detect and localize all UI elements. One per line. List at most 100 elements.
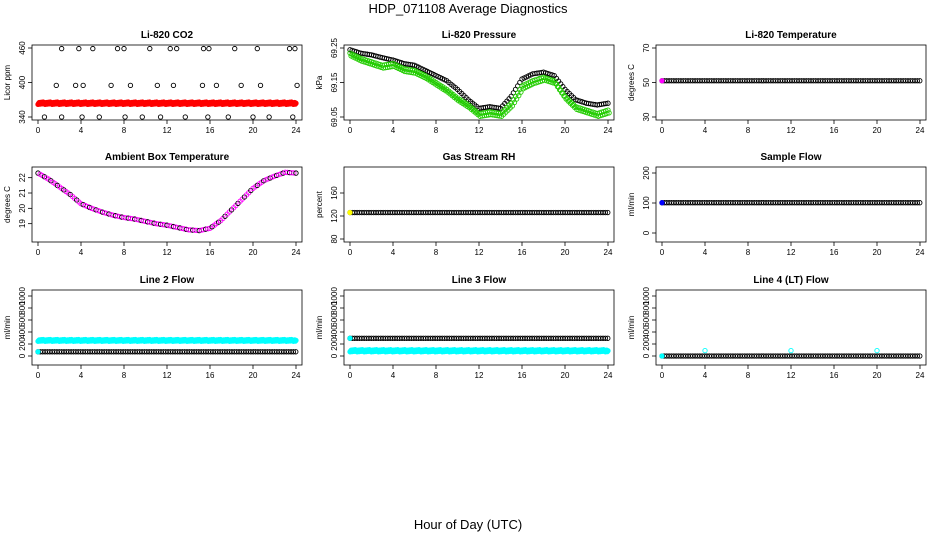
y-tick-label: 200 <box>18 337 27 351</box>
x-tick-label: 12 <box>163 248 172 257</box>
data-point-min <box>250 114 256 120</box>
data-point-mid <box>170 82 177 89</box>
data-point-max <box>90 45 96 52</box>
y-tick-label: 400 <box>642 325 651 339</box>
x-tick-label: 16 <box>830 371 839 380</box>
data-point-min <box>96 114 102 120</box>
data-point-line4 <box>914 353 921 359</box>
x-tick-label: 8 <box>434 126 439 135</box>
y-tick-label: 1000 <box>330 287 339 305</box>
data-point-pressure <box>605 100 611 106</box>
x-tick-label: 4 <box>79 248 84 257</box>
panel-title: Line 4 (LT) Flow <box>753 275 829 286</box>
data-point-min <box>41 114 48 120</box>
y-tick-label: 120 <box>330 209 339 223</box>
x-tick-label: 0 <box>348 248 353 257</box>
panel-0: Li-820 CO2 0 4 8 12 16 20 24 340 400 460 Licor ppm <box>3 30 303 135</box>
data-point-temperature-start <box>659 78 665 84</box>
y-tick-label: 600 <box>330 313 339 327</box>
y-axis-label: degrees C <box>627 64 636 101</box>
data-point-max <box>174 45 180 52</box>
series-points <box>35 169 299 234</box>
series-points <box>659 200 923 206</box>
x-tick-label: 20 <box>873 371 882 380</box>
data-point-min <box>139 114 145 120</box>
x-tick-label: 24 <box>604 248 613 257</box>
y-tick-label: 0 <box>642 230 651 235</box>
data-point-rh <box>605 209 611 216</box>
data-point-ambient <box>291 170 297 176</box>
x-tick-label: 16 <box>206 248 215 257</box>
data-point-max <box>167 45 173 52</box>
data-point-line2-low <box>290 349 297 355</box>
data-point-sample <box>914 200 921 206</box>
data-point-sample <box>917 200 923 206</box>
x-tick-label: 4 <box>79 371 84 380</box>
data-point-pressure-spread <box>605 107 611 113</box>
data-point-min <box>157 114 164 120</box>
data-point-line3-high <box>605 335 611 341</box>
data-point-mid <box>80 82 86 89</box>
x-tick-label: 20 <box>249 371 258 380</box>
data-point-temperature <box>914 78 921 84</box>
y-axis-label: ml/min <box>3 316 12 340</box>
data-point-max <box>286 45 293 52</box>
data-point-pressure-spread <box>495 110 501 116</box>
data-point-pressure <box>603 100 609 107</box>
x-tick-label: 12 <box>787 126 796 135</box>
data-point-min <box>79 114 85 120</box>
x-tick-label: 0 <box>660 371 665 380</box>
x-tick-label: 12 <box>475 126 484 135</box>
series-points <box>35 336 299 355</box>
data-point-max <box>292 45 298 52</box>
data-point-mid <box>127 82 134 89</box>
y-tick-label: 200 <box>330 337 339 351</box>
data-point-max <box>254 45 260 52</box>
data-point-max <box>76 45 82 52</box>
x-tick-label: 0 <box>660 248 665 257</box>
y-axis-label: percent <box>315 190 324 217</box>
data-point-max <box>121 45 127 52</box>
data-point-ambient <box>205 226 211 232</box>
data-point-min <box>205 114 211 120</box>
x-tick-label: 4 <box>391 371 396 380</box>
series-points <box>659 347 923 359</box>
y-tick-label: 80 <box>330 234 339 243</box>
x-tick-label: 8 <box>122 371 127 380</box>
x-tick-label: 24 <box>916 371 925 380</box>
x-tick-label: 16 <box>518 371 527 380</box>
x-tick-label: 0 <box>348 126 353 135</box>
x-tick-label: 0 <box>36 371 41 380</box>
data-point-mid <box>294 82 300 89</box>
panel-title: Sample Flow <box>760 152 821 163</box>
x-tick-label: 12 <box>163 371 172 380</box>
y-tick-label: 0 <box>642 353 651 358</box>
data-point-mid <box>53 82 59 89</box>
y-tick-label: 160 <box>330 186 339 200</box>
x-tick-label: 24 <box>916 248 925 257</box>
x-tick-label: 0 <box>348 371 353 380</box>
data-point-temperature <box>917 78 923 84</box>
x-tick-label: 12 <box>163 126 172 135</box>
series-points <box>347 209 611 216</box>
data-point-pressure-spread <box>606 110 612 116</box>
x-tick-label: 24 <box>916 126 925 135</box>
panel-title: Line 3 Flow <box>452 275 507 286</box>
x-tick-label: 16 <box>830 126 839 135</box>
x-tick-label: 16 <box>206 371 215 380</box>
x-tick-label: 24 <box>604 126 613 135</box>
panel-1: Li-820 Pressure 0 4 8 12 16 20 24 69.05 69.15 69.2… <box>315 30 615 135</box>
data-point-max <box>206 45 212 52</box>
plot-frame <box>31 44 303 121</box>
y-tick-label: 50 <box>642 78 651 87</box>
x-tick-label: 8 <box>746 371 751 380</box>
data-point-line3-high-start <box>347 335 353 341</box>
x-tick-label: 16 <box>518 126 527 135</box>
y-tick-label: 340 <box>18 110 27 124</box>
x-tick-label: 0 <box>660 126 665 135</box>
x-tick-label: 24 <box>292 371 301 380</box>
x-tick-label: 4 <box>79 126 84 135</box>
data-point-min <box>59 114 65 120</box>
